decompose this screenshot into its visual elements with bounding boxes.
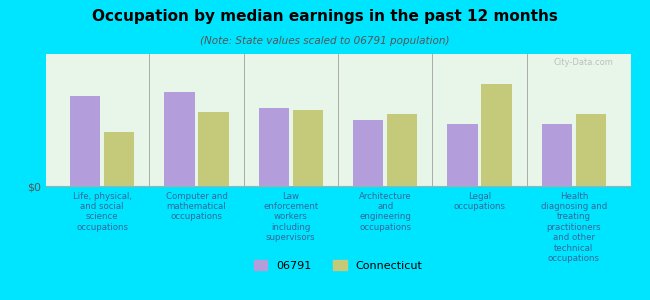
Bar <box>259 108 289 186</box>
Text: City-Data.com: City-Data.com <box>553 58 613 67</box>
Bar <box>447 124 478 186</box>
Bar <box>164 92 194 186</box>
Text: (Note: State values scaled to 06791 population): (Note: State values scaled to 06791 popu… <box>200 36 450 46</box>
Text: Occupation by median earnings in the past 12 months: Occupation by median earnings in the pas… <box>92 9 558 24</box>
Bar <box>70 96 100 186</box>
Legend: 06791, Connecticut: 06791, Connecticut <box>249 256 427 275</box>
Bar <box>387 114 417 186</box>
Bar <box>198 112 229 186</box>
Bar <box>482 84 512 186</box>
Bar <box>542 124 572 186</box>
Bar <box>353 120 384 186</box>
Bar <box>292 110 323 186</box>
Bar <box>576 114 606 186</box>
Bar <box>104 132 134 186</box>
